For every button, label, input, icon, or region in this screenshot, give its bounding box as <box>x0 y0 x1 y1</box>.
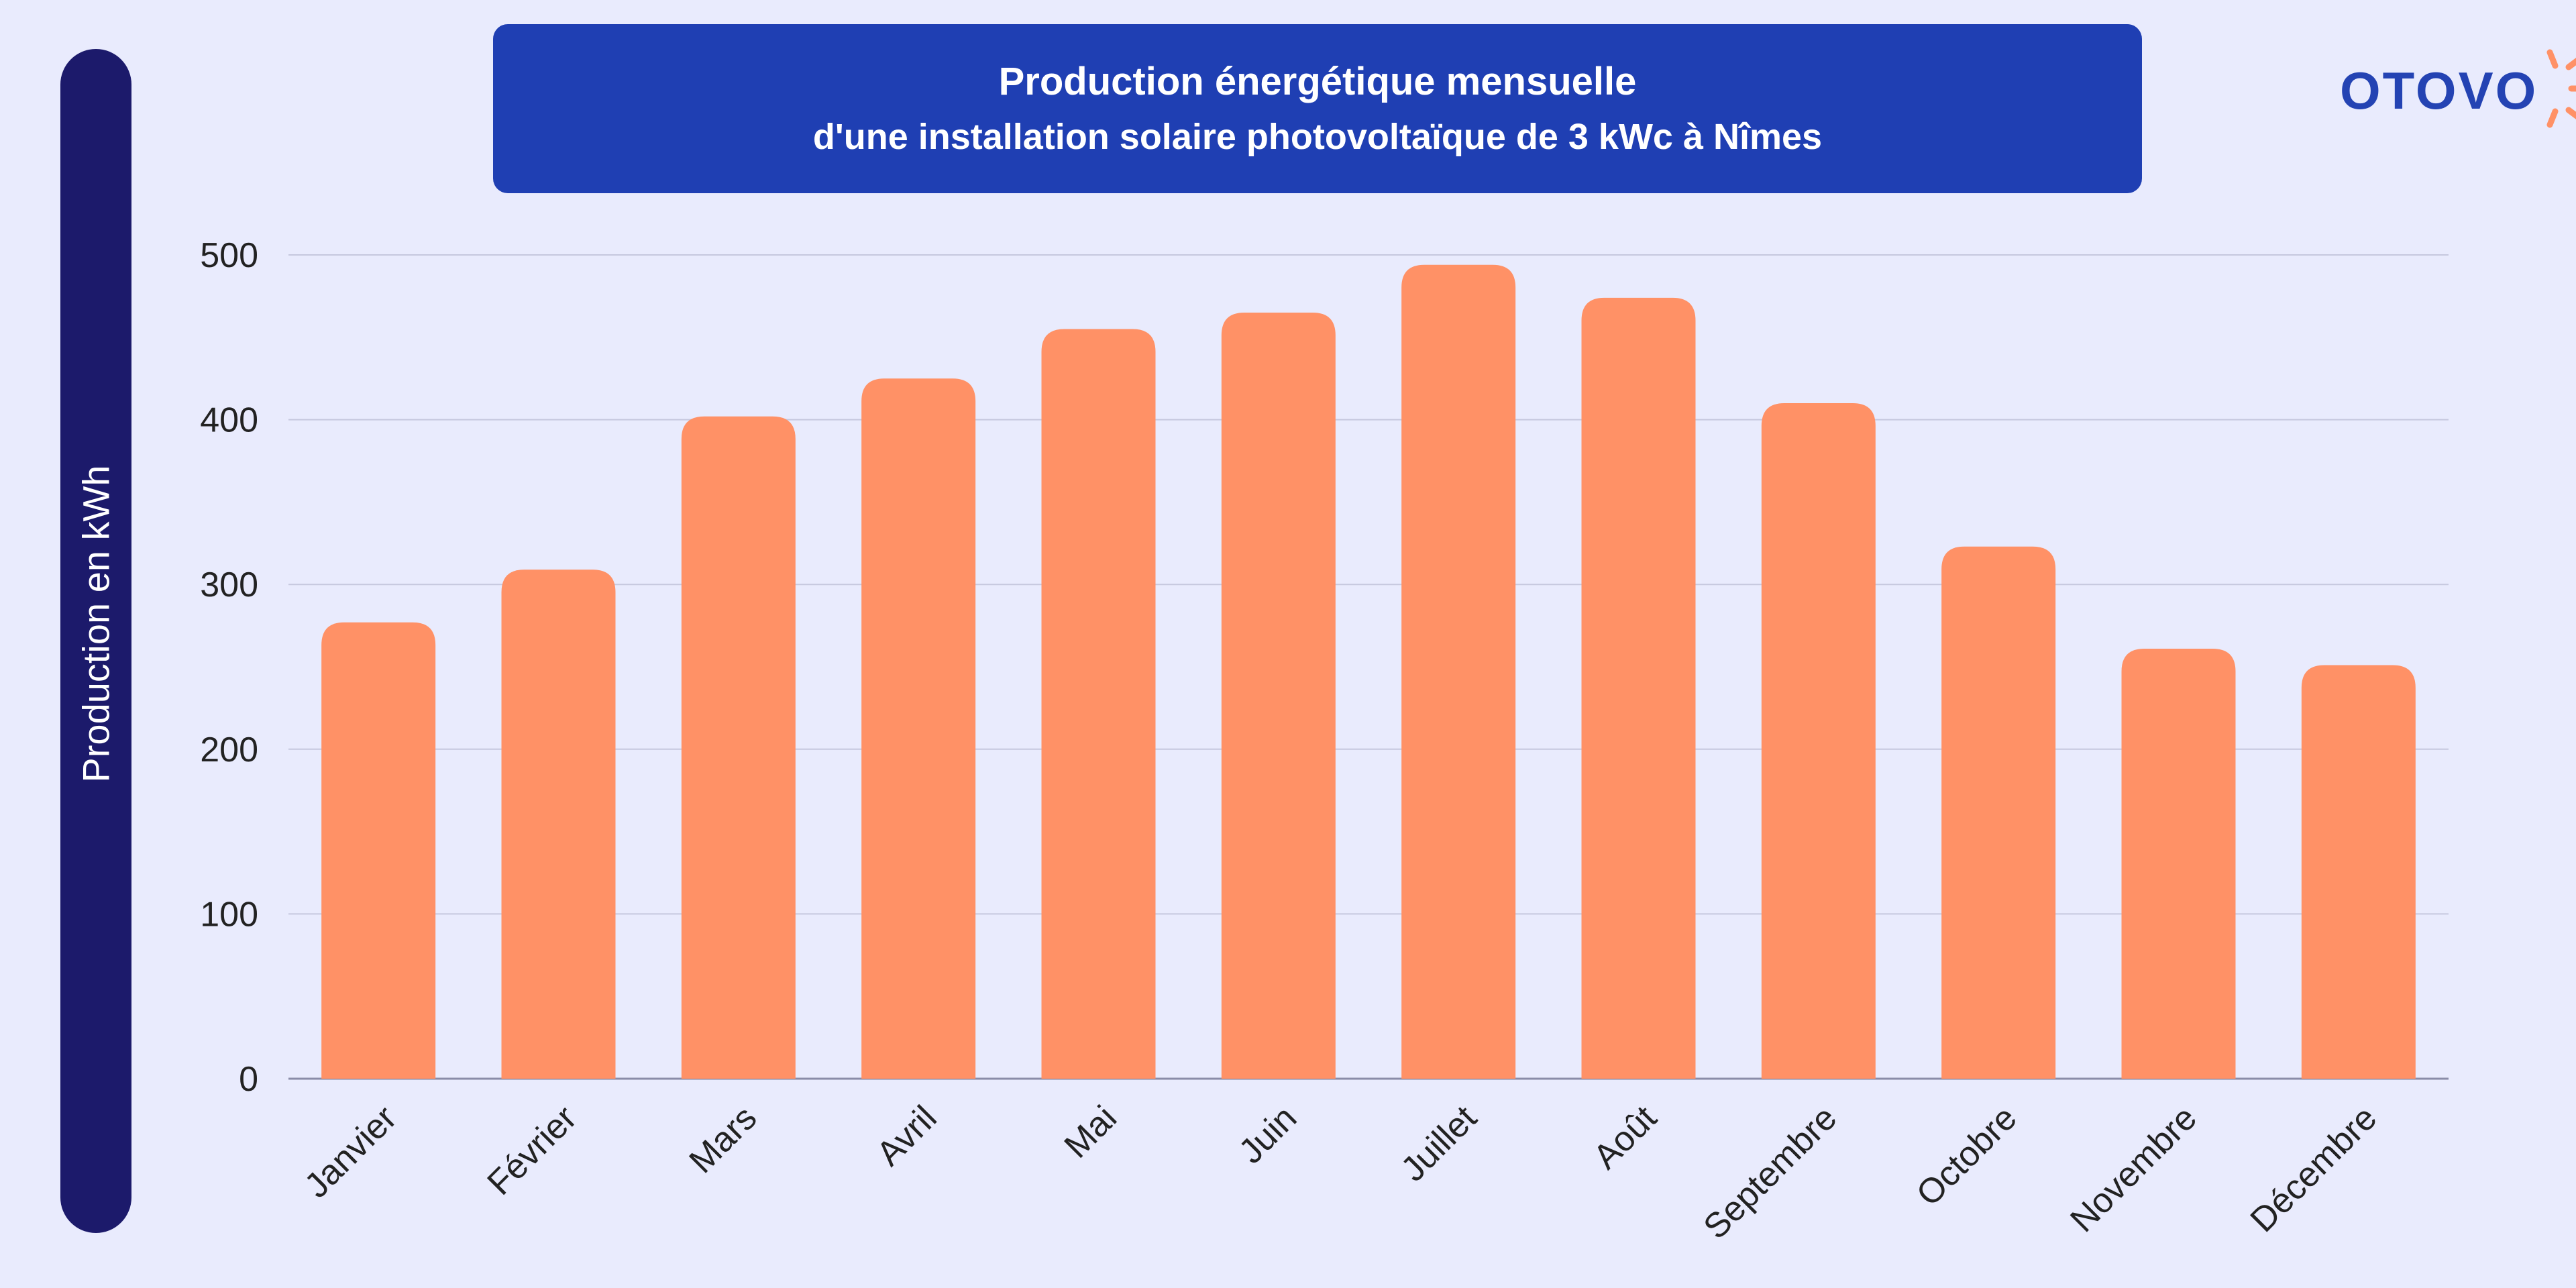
logo-text: OTOVO <box>2340 60 2538 120</box>
bar-août <box>1581 297 1696 1079</box>
x-tick-label: Septembre <box>1696 1098 1844 1246</box>
bar-décembre <box>2301 665 2416 1079</box>
chart-title: Production énergétique mensuelle <box>998 60 1637 103</box>
y-tick-label: 300 <box>200 566 258 604</box>
x-tick-label: Janvier <box>297 1098 405 1205</box>
sun-rays-icon <box>2546 49 2576 128</box>
y-tick-label: 0 <box>239 1060 258 1099</box>
bar-juin <box>1221 312 1336 1079</box>
x-tick-label: Novembre <box>2063 1098 2204 1240</box>
bar-novembre <box>2121 648 2236 1079</box>
y-tick-label: 400 <box>200 401 258 440</box>
chart-subtitle: d'une installation solaire photovoltaïqu… <box>812 117 1823 157</box>
x-tick-label: Octobre <box>1909 1098 2025 1214</box>
bar-juillet <box>1401 264 1516 1079</box>
bar-octobre <box>1941 546 2056 1079</box>
x-tick-label: Décembre <box>2243 1098 2385 1240</box>
bar-mai <box>1041 329 1156 1079</box>
otovo-logo: OTOVO <box>2340 47 2576 134</box>
bar-février <box>501 570 616 1079</box>
bar-septembre <box>1761 403 1876 1079</box>
x-tick-label: Juin <box>1232 1098 1304 1171</box>
x-tick-label: Mars <box>682 1098 765 1181</box>
y-axis-label-pill <box>60 49 131 1233</box>
x-tick-label: Février <box>480 1098 584 1202</box>
y-tick-label: 100 <box>200 895 258 934</box>
x-tick-label: Mai <box>1057 1098 1124 1165</box>
bar-avril <box>861 378 976 1079</box>
x-tick-label: Août <box>1586 1098 1664 1177</box>
bar-mars <box>681 416 796 1079</box>
x-tick-label: Juillet <box>1394 1098 1485 1189</box>
x-tick-label: Avril <box>869 1098 945 1173</box>
y-tick-label: 200 <box>200 731 258 769</box>
chart-title-box: Production énergétique mensuelle d'une i… <box>493 24 2142 193</box>
bar-janvier <box>321 622 436 1079</box>
y-tick-label: 500 <box>200 236 258 275</box>
